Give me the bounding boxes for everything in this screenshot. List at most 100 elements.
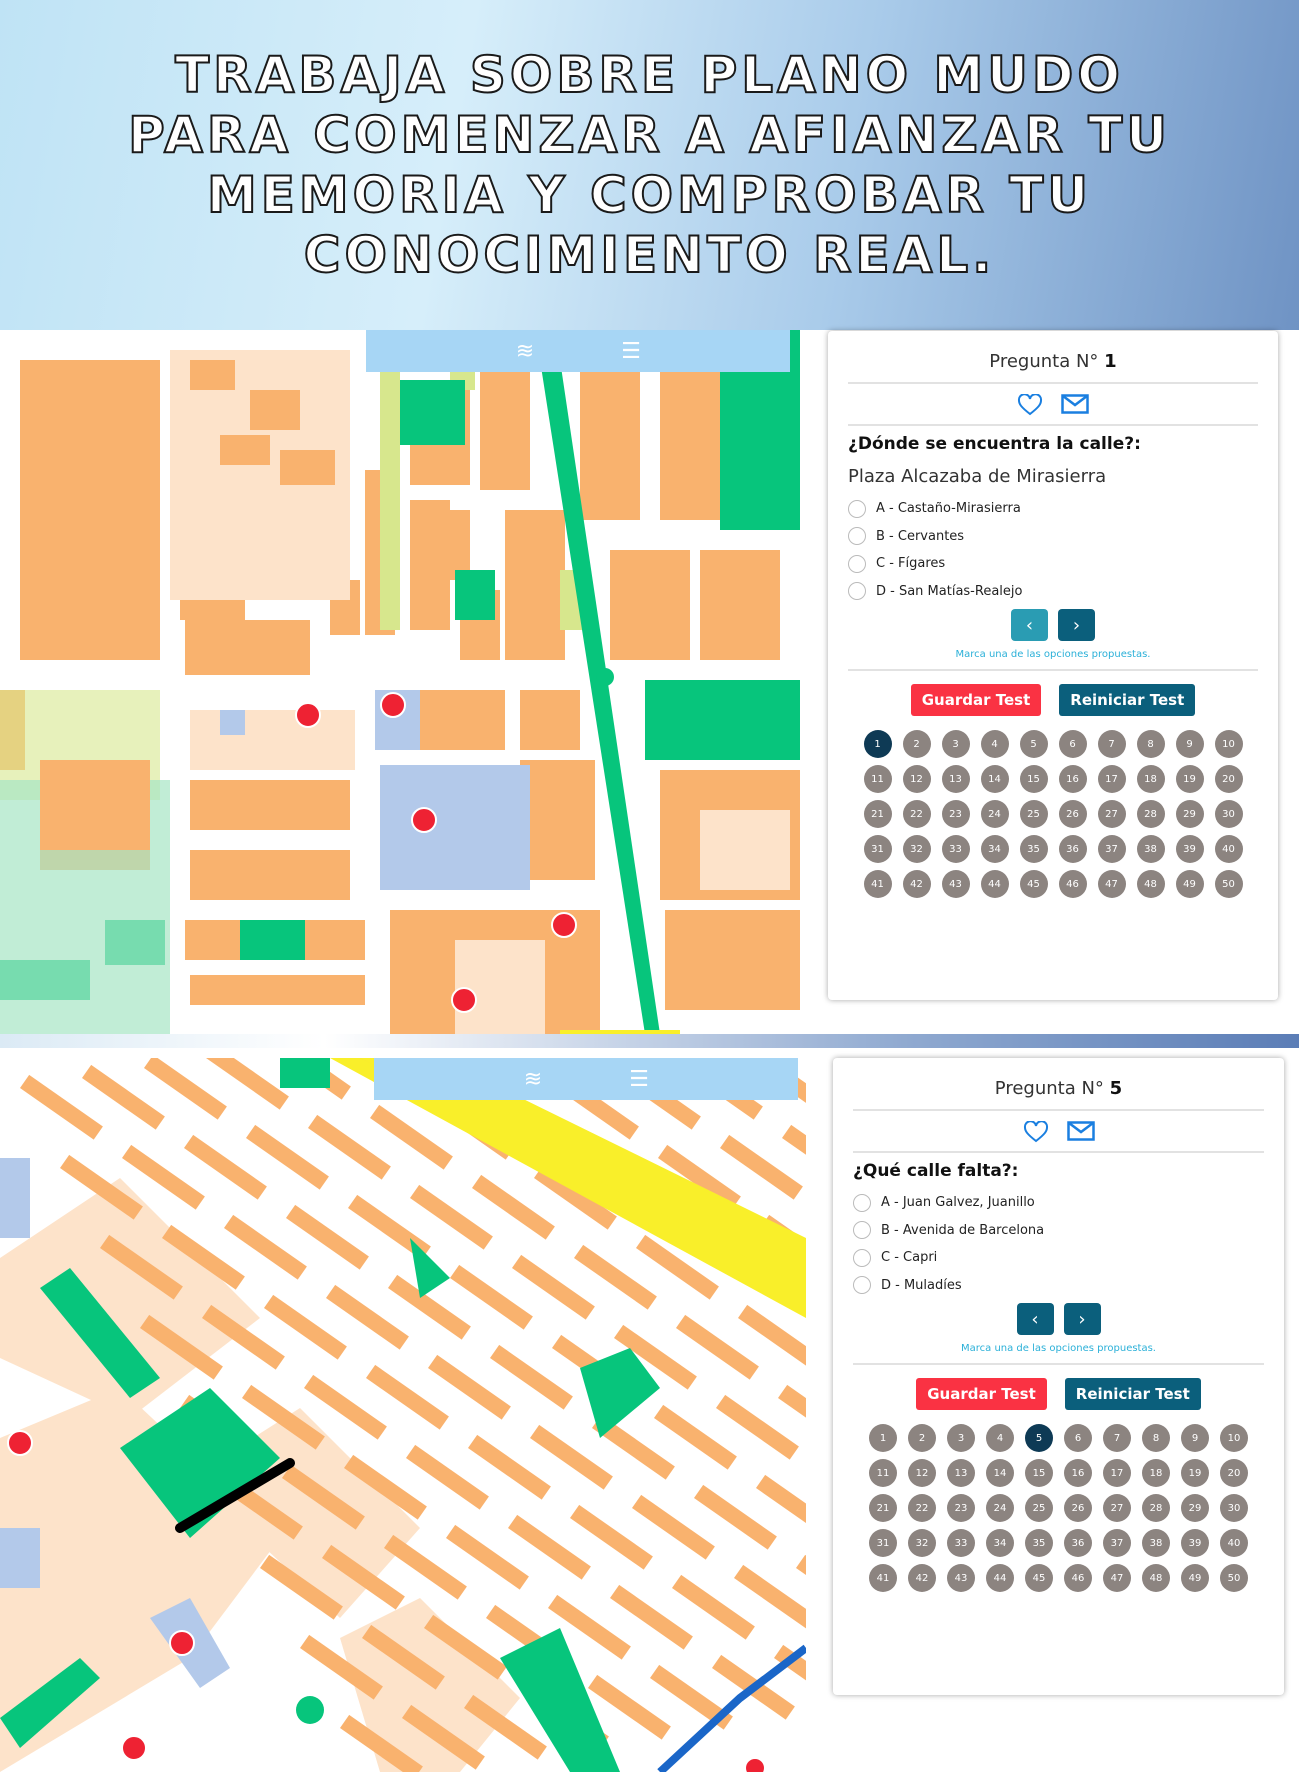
question-number-button[interactable]: 32 xyxy=(908,1529,936,1557)
question-number-button[interactable]: 48 xyxy=(1136,870,1165,898)
question-number-button[interactable]: 20 xyxy=(1214,765,1243,793)
question-number-button[interactable]: 4 xyxy=(980,730,1009,758)
question-number-button[interactable]: 18 xyxy=(1136,765,1165,793)
question-number-button[interactable]: 14 xyxy=(980,765,1009,793)
question-number-button[interactable]: 26 xyxy=(1064,1494,1092,1522)
question-number-button[interactable]: 33 xyxy=(947,1529,975,1557)
question-number-button[interactable]: 19 xyxy=(1181,1459,1209,1487)
question-number-button[interactable]: 31 xyxy=(869,1529,897,1557)
question-number-button[interactable]: 36 xyxy=(1058,835,1087,863)
question-number-button[interactable]: 3 xyxy=(947,1424,975,1452)
question-number-button[interactable]: 4 xyxy=(986,1424,1014,1452)
question-number-button[interactable]: 19 xyxy=(1175,765,1204,793)
question-number-button[interactable]: 29 xyxy=(1181,1494,1209,1522)
restart-test-button[interactable]: Reiniciar Test xyxy=(1059,684,1196,716)
radio-button[interactable] xyxy=(848,554,866,573)
question-number-button[interactable]: 14 xyxy=(986,1459,1014,1487)
question-number-button[interactable]: 30 xyxy=(1214,800,1243,828)
question-number-button[interactable]: 45 xyxy=(1025,1564,1053,1592)
question-number-button[interactable]: 50 xyxy=(1214,870,1243,898)
list-icon[interactable]: ☰ xyxy=(621,338,641,364)
question-number-button[interactable]: 37 xyxy=(1097,835,1126,863)
option-b[interactable]: B - Cervantes xyxy=(848,523,1258,551)
question-number-button[interactable]: 6 xyxy=(1064,1424,1092,1452)
question-number-button[interactable]: 9 xyxy=(1181,1424,1209,1452)
question-number-button[interactable]: 10 xyxy=(1214,730,1243,758)
mail-icon[interactable] xyxy=(1061,394,1089,414)
question-number-button[interactable]: 18 xyxy=(1142,1459,1170,1487)
question-number-button[interactable]: 48 xyxy=(1142,1564,1170,1592)
question-number-button[interactable]: 10 xyxy=(1220,1424,1248,1452)
question-number-button[interactable]: 29 xyxy=(1175,800,1204,828)
map-1-canvas[interactable] xyxy=(0,330,800,1034)
question-number-button[interactable]: 24 xyxy=(986,1494,1014,1522)
radio-button[interactable] xyxy=(848,582,866,601)
next-button[interactable]: › xyxy=(1063,1303,1101,1335)
question-number-button[interactable]: 46 xyxy=(1058,870,1087,898)
option-d[interactable]: D - Muladíes xyxy=(853,1272,1264,1300)
question-number-button[interactable]: 31 xyxy=(863,835,892,863)
next-button[interactable]: › xyxy=(1058,609,1095,641)
question-number-button[interactable]: 40 xyxy=(1214,835,1243,863)
question-number-button[interactable]: 7 xyxy=(1103,1424,1131,1452)
question-number-button[interactable]: 44 xyxy=(986,1564,1014,1592)
question-number-button[interactable]: 11 xyxy=(869,1459,897,1487)
question-number-button[interactable]: 1 xyxy=(863,730,892,758)
restart-test-button[interactable]: Reiniciar Test xyxy=(1064,1378,1201,1410)
question-number-button[interactable]: 37 xyxy=(1103,1529,1131,1557)
question-number-button[interactable]: 41 xyxy=(869,1564,897,1592)
question-number-button[interactable]: 38 xyxy=(1136,835,1165,863)
question-number-button[interactable]: 42 xyxy=(902,870,931,898)
question-number-button[interactable]: 16 xyxy=(1064,1459,1092,1487)
question-number-button[interactable]: 34 xyxy=(986,1529,1014,1557)
question-number-button[interactable]: 44 xyxy=(980,870,1009,898)
radio-button[interactable] xyxy=(848,499,866,518)
question-number-button[interactable]: 13 xyxy=(947,1459,975,1487)
question-number-button[interactable]: 16 xyxy=(1058,765,1087,793)
map-2-canvas[interactable] xyxy=(0,1058,806,1772)
question-number-button[interactable]: 32 xyxy=(902,835,931,863)
question-number-button[interactable]: 25 xyxy=(1019,800,1048,828)
question-number-button[interactable]: 22 xyxy=(902,800,931,828)
question-number-button[interactable]: 21 xyxy=(869,1494,897,1522)
layers-icon[interactable]: ≋ xyxy=(515,338,535,364)
question-number-button[interactable]: 1 xyxy=(869,1424,897,1452)
save-test-button[interactable]: Guardar Test xyxy=(910,684,1042,716)
question-number-button[interactable]: 26 xyxy=(1058,800,1087,828)
layers-icon[interactable]: ≋ xyxy=(523,1066,543,1092)
question-number-button[interactable]: 43 xyxy=(947,1564,975,1592)
question-number-button[interactable]: 28 xyxy=(1136,800,1165,828)
heart-icon[interactable] xyxy=(1017,394,1043,416)
question-number-button[interactable]: 5 xyxy=(1019,730,1048,758)
question-number-button[interactable]: 21 xyxy=(863,800,892,828)
question-number-button[interactable]: 42 xyxy=(908,1564,936,1592)
question-number-button[interactable]: 9 xyxy=(1175,730,1204,758)
prev-button[interactable]: ‹ xyxy=(1011,609,1048,641)
prev-button[interactable]: ‹ xyxy=(1016,1303,1054,1335)
question-number-button[interactable]: 17 xyxy=(1097,765,1126,793)
question-number-button[interactable]: 33 xyxy=(941,835,970,863)
question-number-button[interactable]: 12 xyxy=(908,1459,936,1487)
question-number-button[interactable]: 27 xyxy=(1103,1494,1131,1522)
radio-button[interactable] xyxy=(853,1276,871,1295)
question-number-button[interactable]: 2 xyxy=(902,730,931,758)
map-1[interactable]: ≋ ☰ xyxy=(0,330,800,1034)
question-number-button[interactable]: 27 xyxy=(1097,800,1126,828)
question-number-button[interactable]: 23 xyxy=(947,1494,975,1522)
save-test-button[interactable]: Guardar Test xyxy=(916,1378,1047,1410)
option-a[interactable]: A - Castaño-Mirasierra xyxy=(848,495,1258,523)
question-number-button[interactable]: 24 xyxy=(980,800,1009,828)
question-number-button[interactable]: 23 xyxy=(941,800,970,828)
question-number-button[interactable]: 36 xyxy=(1064,1529,1092,1557)
question-number-button[interactable]: 35 xyxy=(1019,835,1048,863)
question-number-button[interactable]: 13 xyxy=(941,765,970,793)
question-number-button[interactable]: 50 xyxy=(1220,1564,1248,1592)
question-number-button[interactable]: 25 xyxy=(1025,1494,1053,1522)
question-number-button[interactable]: 8 xyxy=(1136,730,1165,758)
map-2[interactable]: ≋ ☰ xyxy=(0,1058,806,1772)
radio-button[interactable] xyxy=(853,1193,871,1212)
question-number-button[interactable]: 20 xyxy=(1220,1459,1248,1487)
question-number-button[interactable]: 38 xyxy=(1142,1529,1170,1557)
question-number-button[interactable]: 47 xyxy=(1103,1564,1131,1592)
radio-button[interactable] xyxy=(848,527,866,546)
